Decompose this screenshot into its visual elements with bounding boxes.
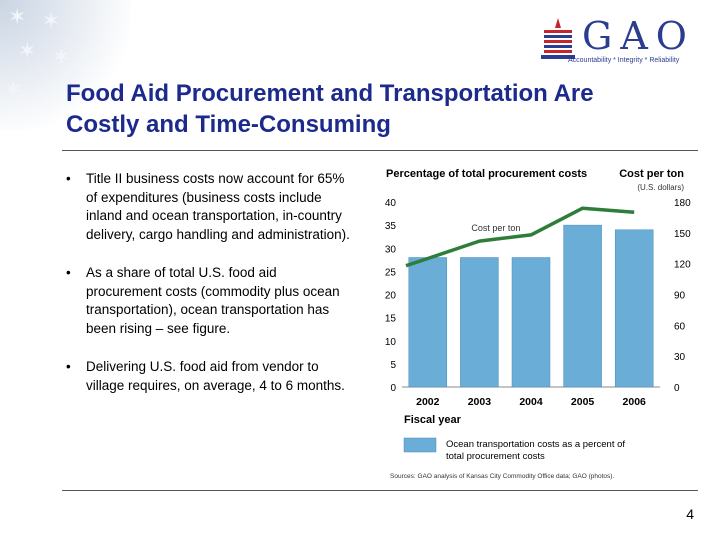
x-axis-title: Fiscal year (404, 414, 462, 426)
bullet-item: • Title II business costs now account fo… (66, 170, 356, 244)
left-tick-label: 40 (385, 198, 397, 209)
chart-source: Sources: GAO analysis of Kansas City Com… (390, 473, 614, 480)
flag-decoration: ✶ ✶ ✶ ✶ ✶ (0, 0, 130, 130)
left-tick-label: 35 (385, 221, 397, 232)
x-tick-label: 2003 (468, 396, 492, 408)
star-icon: ✶ (42, 8, 61, 33)
x-tick-label: 2002 (416, 396, 440, 408)
right-tick-label: 150 (674, 229, 691, 240)
right-tick-label: 0 (674, 383, 680, 394)
bullet-item: • Delivering U.S. food aid from vendor t… (66, 358, 356, 395)
bullet-text: Delivering U.S. food aid from vendor to … (86, 359, 345, 393)
bar (408, 257, 448, 388)
bullet-marker: • (66, 171, 71, 186)
star-icon: ✶ (18, 38, 37, 63)
bottom-divider (62, 490, 698, 491)
x-tick-label: 2005 (571, 396, 595, 408)
slide-title-line-1: Food Aid Procurement and Transportation … (66, 80, 594, 107)
left-tick-label: 0 (390, 383, 396, 394)
bullet-text: Title II business costs now account for … (86, 171, 350, 242)
bullet-marker: • (66, 265, 71, 280)
bullet-text: As a share of total U.S. food aid procur… (86, 265, 340, 336)
gao-logo: GAO Accountability * Integrity * Reliabi… (538, 14, 698, 64)
logo-wordmark: GAO (582, 14, 695, 58)
bar (460, 257, 499, 388)
legend-label-line-2: total procurement costs (446, 451, 545, 462)
left-tick-label: 5 (390, 360, 396, 371)
right-axis-unit: (U.S. dollars) (637, 183, 684, 192)
cost-chart: Percentage of total procurement costs Co… (385, 168, 691, 480)
bar (563, 224, 602, 388)
star-icon: ✶ (4, 76, 23, 101)
left-tick-label: 30 (385, 244, 397, 255)
page-number: 4 (686, 506, 694, 522)
left-tick-label: 15 (385, 314, 397, 325)
cost-per-ton-line (405, 206, 635, 268)
x-tick-label: 2006 (623, 396, 647, 408)
right-axis-title: Cost per ton (619, 168, 684, 180)
right-tick-label: 60 (674, 321, 686, 332)
bullet-marker: • (66, 359, 71, 374)
top-divider (62, 150, 698, 151)
legend-label-line-1: Ocean transportation costs as a percent … (446, 439, 625, 450)
chart-title: Percentage of total procurement costs (386, 168, 587, 180)
legend-swatch (403, 437, 437, 453)
bar (614, 229, 654, 388)
left-tick-label: 25 (385, 267, 397, 278)
right-tick-label: 90 (674, 291, 686, 302)
bar (511, 257, 551, 388)
bullet-list: • Title II business costs now account fo… (66, 170, 356, 415)
left-tick-label: 10 (385, 337, 397, 348)
right-tick-label: 120 (674, 260, 691, 271)
logo-tagline: Accountability * Integrity * Reliability (568, 57, 680, 64)
star-icon: ✶ (8, 4, 27, 29)
line-series-label: Cost per ton (471, 223, 520, 233)
right-tick-label: 30 (674, 352, 686, 363)
left-tick-label: 20 (385, 291, 397, 302)
capitol-flag-icon (541, 18, 575, 59)
slide-title: Food Aid Procurement and Transportation … (66, 78, 696, 140)
bullet-item: • As a share of total U.S. food aid proc… (66, 264, 356, 338)
star-icon: ✶ (52, 44, 71, 69)
x-tick-label: 2004 (519, 396, 543, 408)
right-tick-label: 180 (674, 198, 691, 209)
slide-title-line-2: Costly and Time-Consuming (66, 111, 391, 138)
